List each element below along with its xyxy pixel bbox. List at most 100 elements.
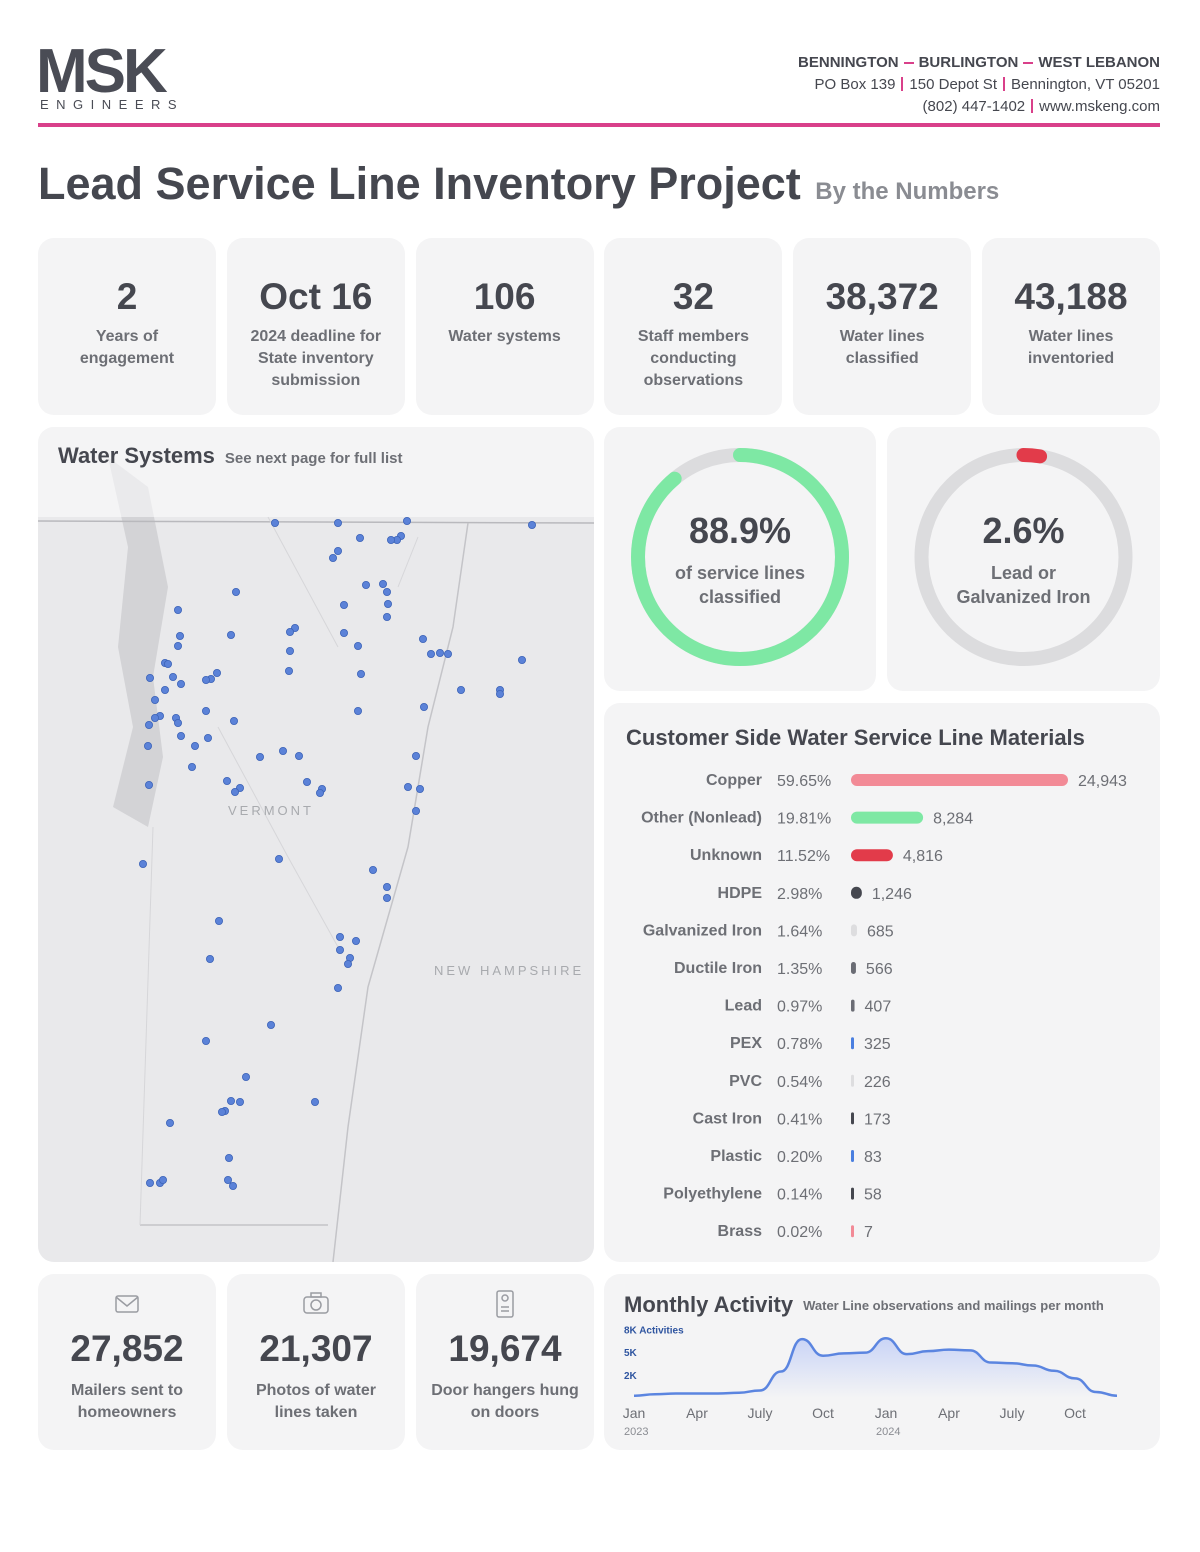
x-tick-label: Apr: [938, 1405, 960, 1421]
separator: [1031, 99, 1034, 113]
stat-card: 32 Staff members conducting observations: [604, 238, 783, 415]
map-point: [456, 685, 465, 694]
map-point: [201, 1037, 210, 1046]
map-title: Water Systems: [58, 443, 215, 468]
map-point: [382, 882, 391, 891]
lake: [108, 457, 168, 827]
value-label: 1,246: [872, 886, 912, 903]
category-label: Galvanized Iron: [643, 922, 762, 939]
map-point: [386, 536, 395, 545]
percent-label: 2.98%: [777, 886, 822, 903]
map-point: [351, 936, 360, 945]
stat-card: 43,188 Water lines inventoried: [982, 238, 1160, 415]
map-point: [278, 746, 287, 755]
map-point: [353, 706, 362, 715]
bar: [851, 999, 855, 1012]
map-point: [335, 932, 344, 941]
percent-label: 0.97%: [777, 999, 822, 1016]
offices-item: BURLINGTON: [918, 54, 1019, 71]
line-chart: Monthly Activity Water Line observations …: [623, 1292, 1118, 1438]
contact: (802) 447-1402 www.mskeng.com: [798, 96, 1160, 118]
y-tick-label: 2K: [624, 1371, 638, 1382]
stat-card: 19,674 Door hangers hung on doors: [416, 1274, 594, 1450]
donut-value: 2.6%: [982, 510, 1064, 551]
value-label: 173: [864, 1111, 891, 1128]
map-point: [144, 741, 153, 750]
x-year-label: 2024: [876, 1426, 900, 1438]
chart-title: Customer Side Water Service Line Materia…: [626, 725, 1085, 750]
address: PO Box 139 150 Depot St Bennington, VT 052…: [798, 74, 1160, 96]
value-label: 83: [864, 1149, 882, 1166]
road: [139, 516, 419, 1226]
separator: [903, 62, 914, 65]
percent-label: 1.35%: [777, 961, 822, 978]
map-label: VERMONT: [228, 803, 314, 818]
donut-track: [914, 448, 1133, 666]
map-point: [335, 946, 344, 955]
map-point: [146, 1179, 155, 1188]
category-label: Polyethylene: [663, 1186, 762, 1203]
map-point: [495, 689, 504, 698]
map-point: [382, 612, 391, 621]
offices: BENNINGTON BURLINGTON WEST LEBANON: [798, 52, 1160, 74]
stat-value: 106: [473, 276, 536, 317]
map-point: [382, 587, 391, 596]
donut-value: 88.9%: [689, 510, 791, 551]
bar: [851, 962, 856, 974]
x-tick-label: Jan: [623, 1405, 646, 1421]
map-point: [173, 718, 182, 727]
map-point: [517, 655, 526, 664]
area: [634, 1338, 1117, 1398]
donut-caption-box: Lead or Galvanized Iron: [956, 563, 1090, 607]
percent-label: 1.64%: [777, 923, 822, 940]
stat-card: 2 Years of engagement: [38, 238, 216, 415]
map-point: [173, 605, 182, 614]
map-point: [151, 695, 160, 704]
x-year-label: 2023: [624, 1426, 648, 1438]
chart-subtitle: Water Line observations and mailings per…: [803, 1298, 1104, 1313]
stat-label: Staff members conducting observations: [637, 328, 749, 389]
map-point: [201, 706, 210, 715]
category-label: Cast Iron: [693, 1110, 762, 1127]
map-point: [443, 649, 452, 658]
value-label: 325: [864, 1036, 891, 1053]
stat-label: Door hangers hung on doors: [431, 1382, 579, 1421]
map-point: [378, 579, 387, 588]
map-point: [368, 865, 377, 874]
map-point: [339, 628, 348, 637]
stat-value: 2: [116, 276, 138, 317]
category-label: Brass: [718, 1223, 763, 1240]
map-point: [353, 641, 362, 650]
map-point: [164, 659, 173, 668]
map-point: [270, 519, 279, 528]
map-point: [176, 731, 185, 740]
map: VERMONT NEW HAMPSHIRE Water Systems See …: [38, 427, 594, 1262]
x-tick-label: Oct: [1064, 1405, 1086, 1421]
contact-item: (802) 447-1402: [922, 98, 1026, 115]
stat-card: 38,372 Water lines classified: [793, 238, 972, 415]
map-point: [339, 600, 348, 609]
icon: [496, 1290, 514, 1318]
y-tick-label: 8K Activities: [624, 1326, 684, 1337]
value-label: 4,816: [903, 848, 943, 865]
stat-label: 2024 deadline for State inventory submis…: [250, 328, 382, 389]
stat-card: Oct 16 2024 deadline for State inventory …: [226, 238, 405, 415]
value-label: 685: [867, 923, 894, 940]
map-point: [333, 519, 342, 528]
icon: [115, 1295, 139, 1313]
address-item: PO Box 139: [814, 76, 896, 93]
map-point: [435, 648, 444, 657]
donut-chart: 88.9% of service lines classified: [631, 448, 849, 666]
category-label: Other (Nonlead): [641, 810, 762, 827]
address-item: Bennington, VT 05201: [1010, 76, 1160, 93]
donut-arc: [914, 448, 1133, 666]
value-label: 8,284: [933, 811, 973, 828]
map-point: [228, 1182, 237, 1191]
map-point: [173, 641, 182, 650]
bar-chart: Customer Side Water Service Line Materia…: [626, 725, 1127, 1241]
separator: [1023, 62, 1034, 65]
chart-title: Monthly Activity: [624, 1292, 794, 1317]
bar: [851, 886, 862, 899]
stat-label: Water lines classified: [839, 328, 925, 367]
